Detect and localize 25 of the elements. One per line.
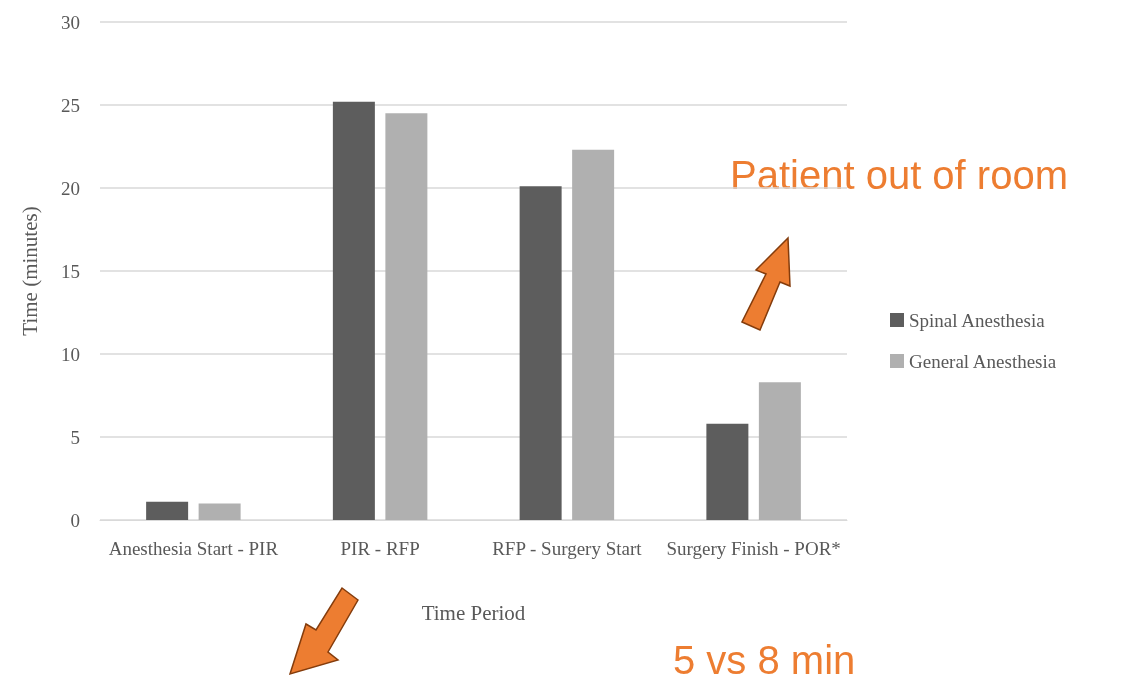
x-tick-label: Surgery Finish - POR* bbox=[666, 537, 841, 559]
y-tick-label: 10 bbox=[61, 343, 80, 365]
y-tick-label: 0 bbox=[70, 509, 80, 531]
y-tick-label: 20 bbox=[61, 177, 80, 199]
bar bbox=[519, 186, 562, 520]
text: 5 vs 8 min bbox=[673, 638, 856, 681]
y-tick-label: 30 bbox=[61, 11, 80, 33]
bar bbox=[385, 113, 428, 520]
bar bbox=[146, 501, 189, 520]
bar bbox=[572, 149, 615, 520]
x-tick-label: RFP - Surgery Start bbox=[492, 537, 643, 559]
bar bbox=[332, 101, 375, 520]
x-tick-label: PIR - RFP bbox=[340, 537, 420, 559]
x-tick-label: Anesthesia Start - PIR bbox=[108, 537, 279, 559]
bar bbox=[706, 423, 749, 520]
legend-label: General Anesthesia bbox=[909, 350, 1057, 372]
bar bbox=[758, 382, 801, 520]
legend-label: Spinal Anesthesia bbox=[909, 309, 1046, 331]
y-tick-label: 15 bbox=[61, 260, 80, 282]
y-tick-label: 5 bbox=[70, 426, 80, 448]
annotation: Patient out of room bbox=[730, 153, 1068, 197]
x-axis-title: Time Period bbox=[421, 600, 526, 625]
y-tick-label: 25 bbox=[61, 94, 80, 116]
y-axis-title: Time (minutes) bbox=[17, 206, 42, 336]
bar bbox=[198, 503, 241, 520]
